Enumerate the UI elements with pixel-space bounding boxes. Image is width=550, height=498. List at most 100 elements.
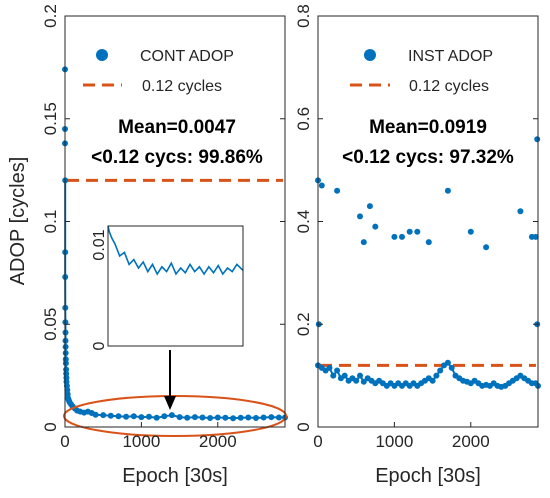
inset-frame — [107, 225, 244, 347]
right-data-points — [315, 136, 541, 390]
right-annotation-percent: <0.12 cycs: 97.32% — [342, 147, 514, 168]
left-data-point — [184, 414, 191, 421]
right-data-point — [372, 223, 379, 230]
right-y-ticks: 0 0.2 0.4 0.6 0.8 — [294, 4, 538, 432]
right-data-point — [448, 364, 455, 371]
right-data-point — [444, 359, 451, 366]
left-y-ticks: 0 0.05 0.1 0.15 0.2 — [41, 4, 285, 432]
left-plot-area — [65, 16, 285, 427]
right-y-tick-label: 0.2 — [294, 312, 313, 336]
left-x-axis-label: Epoch [30s] — [122, 465, 228, 487]
right-y-tick-label: 0.4 — [294, 210, 313, 234]
left-data-point — [253, 415, 259, 421]
left-data-point — [260, 414, 267, 421]
left-data-point — [92, 411, 99, 418]
left-data-point — [168, 412, 175, 419]
left-data-point — [153, 414, 160, 421]
left-annotation-percent: <0.12 cycs: 99.86% — [91, 147, 263, 168]
left-x-tick-label: 2000 — [199, 432, 237, 451]
left-data-point — [245, 414, 252, 421]
arrow-head-icon — [164, 396, 176, 410]
right-x-axis-label: Epoch [30s] — [375, 465, 481, 487]
right-data-point — [391, 233, 398, 240]
right-x-tick-label: 0 — [313, 432, 322, 451]
inset-trace — [107, 225, 244, 276]
left-legend-label-series: CONT ADOP — [140, 48, 234, 65]
left-data-point — [207, 415, 214, 421]
right-legend-label-series: INST ADOP — [408, 48, 493, 65]
left-data-point — [62, 360, 69, 367]
right-data-point — [330, 372, 337, 379]
left-data-point — [275, 414, 282, 421]
right-data-point — [532, 233, 539, 240]
right-y-tick-label: 0 — [294, 422, 313, 431]
right-annotation-mean: Mean=0.0919 — [369, 117, 487, 138]
right-legend: INST ADOP 0.12 cycles — [350, 48, 493, 95]
inset-y-tick-top: 0.01 — [91, 229, 108, 260]
left-data-point — [107, 412, 114, 419]
right-panel: 0 0.2 0.4 0.6 0.8 0 1000 2000 Epoch [30s] INST… — [294, 4, 541, 487]
inset-arrow — [164, 350, 176, 410]
left-x-tick-label: 1000 — [122, 432, 160, 451]
left-data-point — [115, 413, 122, 420]
right-data-point — [467, 228, 474, 235]
left-y-tick-label: 0.15 — [41, 102, 60, 135]
right-data-point — [414, 228, 421, 235]
right-data-point — [425, 239, 432, 246]
left-data-point — [176, 414, 183, 421]
right-data-point — [534, 136, 541, 143]
left-y-axis-label: ADOP [cycles] — [7, 157, 29, 286]
left-data-point — [123, 413, 130, 420]
left-data-point — [214, 414, 221, 421]
right-data-point — [318, 182, 325, 189]
left-legend: CONT ADOP 0.12 cycles — [83, 48, 234, 95]
right-data-point — [357, 213, 363, 220]
right-data-point — [483, 244, 490, 251]
left-annotation-mean: Mean=0.0047 — [118, 117, 236, 138]
inset-y-tick-bottom: 0 — [91, 341, 108, 350]
left-data-point — [62, 343, 69, 350]
inset-frame-bg — [108, 226, 243, 346]
left-data-point — [130, 413, 137, 420]
left-data-point — [62, 350, 69, 356]
right-data-point — [357, 372, 363, 379]
right-data-point — [366, 203, 373, 210]
inset-series-line — [107, 225, 244, 276]
right-legend-label-threshold: 0.12 cycles — [409, 78, 489, 95]
right-x-tick-label: 1000 — [375, 432, 413, 451]
left-data-point — [268, 414, 275, 421]
right-data-point — [326, 364, 333, 371]
left-data-point — [138, 414, 145, 421]
right-data-point — [399, 233, 405, 240]
right-data-point — [429, 377, 436, 384]
left-data-point — [230, 415, 237, 422]
left-data-point — [199, 414, 206, 421]
left-y-tick-label: 0.1 — [41, 210, 60, 234]
right-data-point — [444, 187, 451, 194]
left-data-point — [237, 414, 244, 421]
right-data-point — [360, 378, 367, 385]
left-x-ticks: 0 1000 2000 — [60, 422, 237, 451]
right-data-point — [406, 228, 413, 235]
left-data-point — [222, 414, 229, 421]
legend-dot-marker — [96, 49, 108, 61]
right-x-tick-label: 2000 — [452, 432, 490, 451]
left-x-tick-label: 0 — [60, 432, 69, 451]
right-data-point — [437, 367, 444, 374]
left-legend-label-threshold: 0.12 cycles — [142, 78, 222, 95]
left-y-tick-label: 0 — [41, 422, 60, 431]
left-panel: 00.050.10.150.2 0 1000 2000 ADOP [cycles] … — [7, 4, 288, 487]
left-y-tick-label: 0.05 — [41, 308, 60, 341]
left-data-point — [100, 412, 107, 419]
right-x-ticks: 0 1000 2000 — [313, 422, 490, 451]
left-y-tick-label: 0.2 — [41, 4, 60, 28]
right-data-point — [517, 208, 524, 215]
right-y-tick-label: 0.6 — [294, 107, 313, 131]
left-data-point — [161, 413, 168, 420]
right-data-point — [334, 367, 341, 374]
left-data-point — [146, 413, 152, 420]
left-data-point — [191, 414, 198, 421]
legend-dot-marker — [364, 49, 376, 61]
right-data-point — [334, 187, 341, 194]
